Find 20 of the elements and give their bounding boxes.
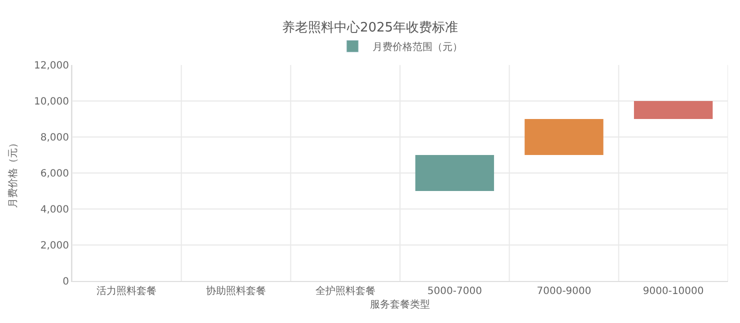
- x-tick-label: 协助照料套餐: [206, 285, 266, 297]
- y-tick-label: 2,000: [40, 240, 69, 252]
- x-tick-label: 全护照料套餐: [315, 285, 376, 297]
- y-tick-label: 8,000: [40, 132, 69, 144]
- x-axis-title: 服务套餐类型: [370, 298, 430, 310]
- x-tick-label: 活力照料套餐: [96, 285, 157, 297]
- legend-label: 月费价格范围（元）: [372, 41, 462, 54]
- x-tick-label: 7000-9000: [536, 286, 592, 297]
- y-tick-label: 12,000: [34, 60, 69, 72]
- bar: [524, 119, 604, 155]
- y-tick-label: 6,000: [40, 168, 69, 180]
- chart-title: 养老照料中心2025年收费标准: [282, 20, 458, 36]
- y-tick-label: 10,000: [34, 96, 69, 108]
- x-tick-label: 5000-7000: [427, 286, 482, 297]
- y-tick-label: 0: [62, 276, 69, 288]
- bar: [634, 101, 713, 119]
- y-tick-label: 4,000: [40, 204, 69, 216]
- y-axis-title: 月费价格（元）: [7, 138, 19, 208]
- bar: [415, 155, 494, 191]
- x-tick-label: 9000-10000: [642, 286, 704, 297]
